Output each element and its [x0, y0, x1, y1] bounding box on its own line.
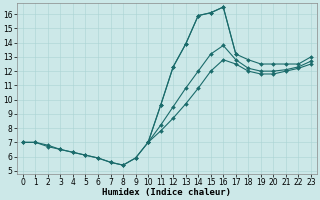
X-axis label: Humidex (Indice chaleur): Humidex (Indice chaleur) [102, 188, 231, 197]
